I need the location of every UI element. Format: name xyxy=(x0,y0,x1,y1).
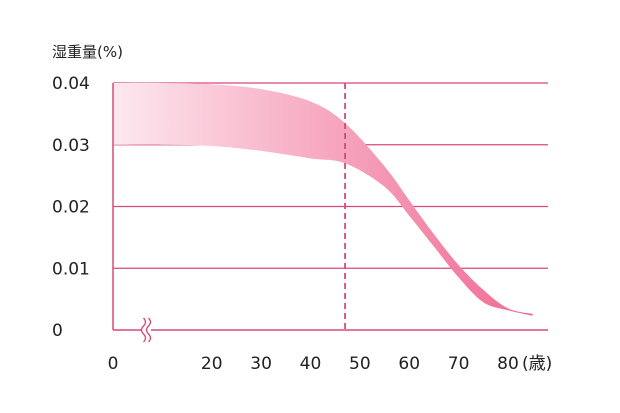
x-tick-label-0: 0 xyxy=(108,354,119,374)
axis-break-squiggle-0 xyxy=(140,317,147,343)
x-tick-labels: 0 20 30 40 50 60 70 80 xyxy=(108,354,519,374)
x-axis-unit-label: (歳) xyxy=(522,354,552,374)
x-tick-label-2: 30 xyxy=(250,354,272,374)
x-tick-label-5: 60 xyxy=(398,354,420,374)
x-tick-label-3: 40 xyxy=(300,354,322,374)
y-tick-label-4: 0.04 xyxy=(52,74,90,94)
y-tick-label-1: 0.01 xyxy=(52,259,90,279)
range-band xyxy=(113,82,533,316)
x-tick-label-7: 80 xyxy=(497,354,519,374)
x-tick-label-1: 20 xyxy=(201,354,223,374)
x-tick-label-6: 70 xyxy=(448,354,470,374)
axis-break-squiggle-1 xyxy=(145,317,152,343)
y-tick-label-3: 0.03 xyxy=(52,136,90,156)
y-tick-label-0: 0 xyxy=(52,321,63,341)
y-tick-labels: 0 0.01 0.02 0.03 0.04 xyxy=(52,74,90,341)
y-axis-label: 湿重量(%) xyxy=(52,43,123,61)
y-tick-label-2: 0.02 xyxy=(52,198,90,218)
axis-break-icon xyxy=(140,317,152,343)
x-tick-label-4: 50 xyxy=(349,354,371,374)
